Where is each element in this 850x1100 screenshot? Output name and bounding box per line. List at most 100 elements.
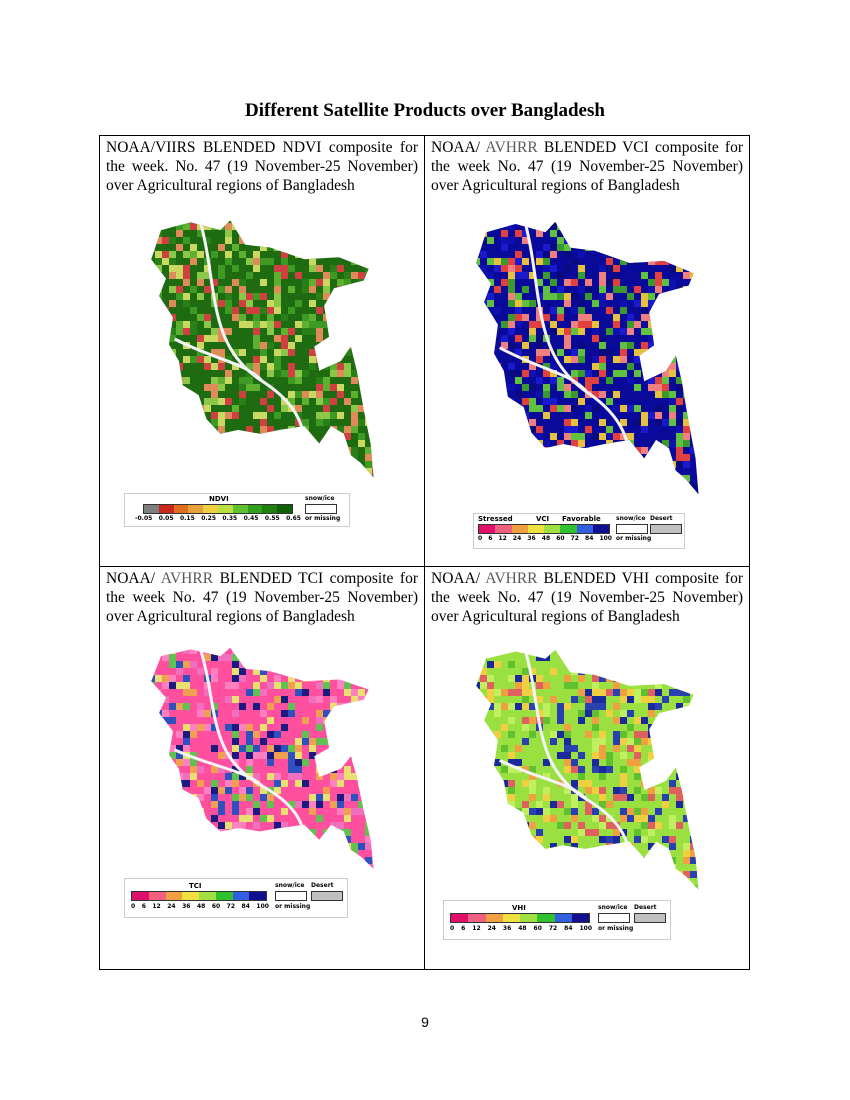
vhi-tick-label: 48: [518, 925, 527, 932]
vci-legend-swatch: [527, 525, 544, 533]
vhi-legend-swatch: [554, 914, 572, 922]
tci-map-image: [151, 647, 374, 869]
ndvi-tick-label: 0.55: [264, 515, 280, 522]
tci-legend-swatch: [215, 892, 233, 900]
ndvi-caption-text: NOAA/VIIRS BLENDED NDVI composite for th…: [106, 139, 418, 194]
ndvi-tick-label: 0.15: [179, 515, 195, 522]
vhi-caption-prefix: NOAA/: [431, 570, 486, 587]
ndvi-cell: NOAA/VIIRS BLENDED NDVI composite for th…: [99, 135, 425, 567]
vci-tick-labels: 0 6 12 24 36 48 60 72 84 100: [478, 535, 612, 542]
tci-snow-box: [275, 891, 307, 901]
vhi-legend-swatch: [485, 914, 503, 922]
vci-caption-prefix: NOAA/: [431, 139, 486, 156]
vci-tick-label: 84: [585, 535, 594, 542]
vhi-cell: NOAA/ AVHRR BLENDED VHI composite for th…: [424, 566, 750, 970]
vci-panel: Stressed VCI Favorable 0 6 12 24 36 48 60 72 84 1…: [431, 195, 743, 549]
tci-tick-label: 36: [182, 903, 191, 910]
vhi-tick-label: 84: [564, 925, 573, 932]
document-title: Different Satellite Products over Bangla…: [245, 100, 605, 121]
vhi-tick-label: 0: [450, 925, 455, 932]
vhi-caption-sensor: AVHRR: [485, 570, 538, 587]
vci-tick-label: 100: [599, 535, 612, 542]
vci-tick-label: 0: [478, 535, 483, 542]
vci-legend-favorable: Favorable: [562, 515, 601, 523]
vci-caption-sensor: AVHRR: [485, 139, 538, 156]
vhi-tick-label: 6: [461, 925, 466, 932]
tci-snow-label: snow/ice: [275, 882, 305, 889]
tci-tick-label: 84: [241, 903, 250, 910]
vhi-caption: NOAA/ AVHRR BLENDED VHI composite for th…: [431, 569, 743, 626]
tci-legend-swatch: [232, 892, 250, 900]
vci-tick-label: 48: [541, 535, 551, 542]
tci-tick-label: 100: [256, 903, 269, 910]
vhi-tick-labels: 0 6 12 24 36 48 60 72 84 100: [450, 925, 592, 932]
tci-tick-label: 60: [211, 903, 221, 910]
ndvi-tick-labels: -0.05 0.05 0.15 0.25 0.35 0.45 0.55 0.65: [135, 515, 301, 522]
ndvi-map-pixels: [151, 220, 374, 478]
vhi-color-bar: [450, 913, 590, 923]
vhi-snow-box: [598, 913, 630, 923]
tci-legend: TCI 0 6 12 24 36 48 60 72 84 100 snow/ice or miss…: [124, 878, 348, 918]
vhi-panel: VHI 0 6 12 24 36 48 60 72 84 100 snow/ice or miss…: [431, 626, 743, 940]
vhi-legend-swatch: [451, 914, 469, 922]
tci-caption-prefix: NOAA/: [106, 570, 161, 587]
vci-tick-label: 6: [488, 535, 493, 542]
tci-legend-swatch: [132, 892, 149, 900]
vci-desert-label: Desert: [650, 515, 673, 522]
tci-panel: TCI 0 6 12 24 36 48 60 72 84 100 snow/ice or miss…: [106, 626, 418, 918]
ndvi-legend-swatch: [277, 505, 292, 513]
vhi-snow-label: snow/ice: [598, 904, 628, 911]
vhi-legend-swatch: [468, 914, 486, 922]
ndvi-legend-swatch: [144, 505, 159, 513]
tci-legend-swatch: [165, 892, 183, 900]
tci-legend-swatch: [199, 892, 216, 900]
vci-legend-swatch: [592, 525, 609, 533]
ndvi-tick-label: 0.25: [201, 515, 216, 522]
tci-desert-label: Desert: [311, 882, 334, 889]
ndvi-legend-swatch: [188, 505, 204, 513]
vhi-map-image: [476, 649, 699, 890]
tci-desert-box: [311, 891, 343, 901]
ndvi-legend-title: NDVI: [209, 495, 229, 503]
ndvi-tick-label: -0.05: [135, 515, 153, 522]
tci-tick-label: 6: [141, 903, 146, 910]
ndvi-caption: NOAA/VIIRS BLENDED NDVI composite for th…: [106, 138, 418, 195]
tci-tick-label: 12: [152, 903, 161, 910]
ndvi-legend-swatch: [217, 505, 233, 513]
vci-map-pixels: [476, 221, 699, 495]
ndvi-map-image: [151, 220, 374, 478]
vhi-legend-swatch: [520, 914, 538, 922]
tci-missing-label: or missing: [275, 903, 311, 910]
ndvi-panel: NDVI -0.05 0.05 0.15 0.25 0.35 0.45 0.55 0.65 s…: [106, 195, 418, 527]
vci-cell: NOAA/ AVHRR BLENDED VCI composite for th…: [424, 135, 750, 567]
vhi-legend-swatch: [502, 914, 520, 922]
tci-caption: NOAA/ AVHRR BLENDED TCI composite for th…: [106, 569, 418, 626]
vci-color-bar: [478, 524, 610, 534]
vhi-desert-label: Desert: [634, 904, 657, 911]
vhi-tick-label: 60: [533, 925, 542, 932]
ndvi-legend-swatch: [262, 505, 278, 513]
ndvi-snow-label: snow/ice: [305, 495, 335, 502]
vhi-legend-title: VHI: [512, 904, 526, 912]
tci-map-pixels: [151, 647, 374, 869]
vci-tick-label: 72: [570, 535, 579, 542]
vci-snow-label: snow/ice: [616, 515, 646, 522]
vhi-map-pixels: [476, 649, 699, 890]
ndvi-missing-label: or missing: [305, 515, 341, 522]
vhi-tick-label: 36: [502, 925, 512, 932]
tci-tick-label: 0: [131, 903, 136, 910]
vhi-tick-label: 100: [579, 925, 592, 932]
vci-legend-stressed: Stressed: [478, 515, 513, 523]
vci-desert-box: [650, 524, 682, 534]
vci-legend-swatch: [576, 525, 593, 533]
tci-legend-swatch: [148, 892, 166, 900]
vci-legend-swatch: [544, 525, 561, 533]
vci-legend-swatch: [479, 525, 496, 533]
ndvi-color-bar: [143, 504, 293, 514]
tci-tick-label: 24: [167, 903, 176, 910]
ndvi-tick-label: 0.35: [222, 515, 238, 522]
vhi-legend-swatch: [537, 914, 555, 922]
vci-legend: Stressed VCI Favorable 0 6 12 24 36 48 60 72 84 1…: [473, 513, 685, 549]
vhi-tick-label: 72: [548, 925, 558, 932]
vci-missing-label: or missing: [616, 535, 652, 542]
